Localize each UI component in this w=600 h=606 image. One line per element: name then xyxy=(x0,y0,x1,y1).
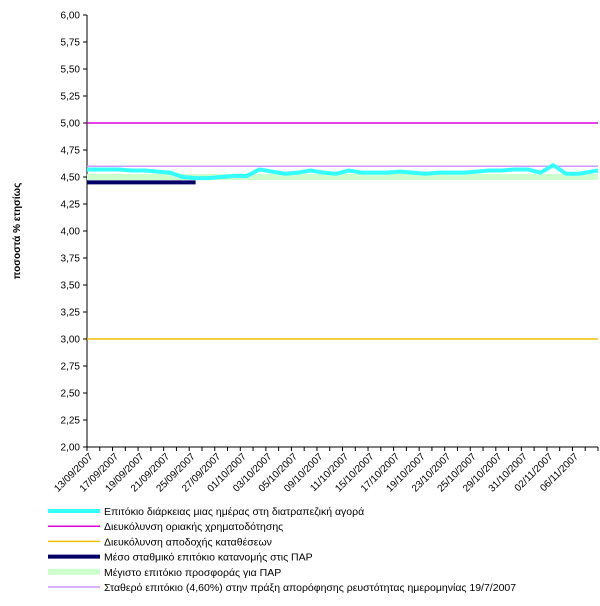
y-tick-label: 5,25 xyxy=(61,92,81,103)
y-tick-label: 3,25 xyxy=(61,308,81,319)
y-tick-label: 3,00 xyxy=(61,335,81,346)
y-tick-label: 2,25 xyxy=(61,416,81,427)
y-tick-label: 2,50 xyxy=(61,389,81,400)
y-tick-label: 4,75 xyxy=(61,146,81,157)
legend-label-3: Διευκόλυνση αποδοχής καταθέσεων xyxy=(104,536,272,548)
series-layer xyxy=(87,122,599,340)
y-tick-label: 4,00 xyxy=(61,227,81,238)
x-axis: 13/09/200717/09/200719/09/200721/09/2007… xyxy=(52,446,599,495)
legend: Επιτόκιο διάρκειας μιας ημέρας στη διατρ… xyxy=(48,506,516,594)
y-axis-label: ποσοστά % ετησίως xyxy=(12,183,23,280)
y-tick-label: 2,75 xyxy=(61,362,81,373)
y-tick-label: 5,50 xyxy=(61,65,81,76)
series-line-1 xyxy=(87,163,599,181)
legend-label-4: Μέσο σταθμικό επιτόκιο κατανομής στις ΠΑ… xyxy=(104,552,313,564)
y-tick-label: 4,50 xyxy=(61,173,81,184)
y-tick-label: 3,75 xyxy=(61,254,81,265)
y-axis: 2,00 2,25 2,50 2,75 3,00 3,25 3,50 3,75 4,00 4,25… xyxy=(61,11,88,454)
y-tick-label: 6,00 xyxy=(61,11,81,22)
y-tick-label: 3,50 xyxy=(61,281,81,292)
plot-area xyxy=(87,15,598,447)
y-tick-label: 5,75 xyxy=(61,38,81,49)
legend-label-5: Μέγιστο επιτόκιο προσφοράς για ΠΑΡ xyxy=(104,567,281,579)
y-tick-label: 5,00 xyxy=(61,119,81,130)
y-tick-label: 4,25 xyxy=(61,200,81,211)
y-tick-label: 2,00 xyxy=(61,443,81,454)
legend-label-1: Επιτόκιο διάρκειας μιας ημέρας στη διατρ… xyxy=(104,506,364,518)
legend-label-6: Σταθερό επιτόκιο (4,60%) στην πράξη απορ… xyxy=(104,582,516,594)
plot-background xyxy=(87,15,598,447)
legend-label-2: Διευκόλυνση οριακής χρηματοδότησης xyxy=(104,521,283,533)
